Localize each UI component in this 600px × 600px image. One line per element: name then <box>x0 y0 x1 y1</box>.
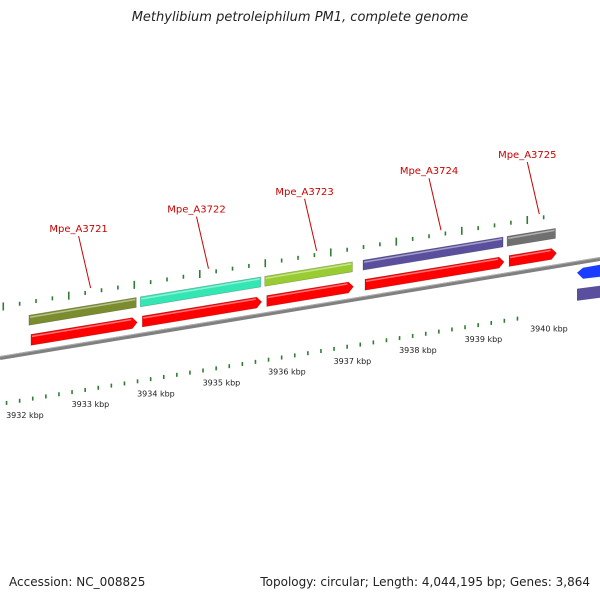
cog-block-sheen <box>363 238 503 263</box>
cds-arrow-sheen <box>509 249 551 259</box>
cds-arrow-sheen <box>365 258 499 283</box>
cog-block <box>264 261 353 287</box>
kbp-label: 3940 kbp <box>530 324 568 333</box>
gene-label-pointer <box>304 198 318 251</box>
cds-arrow <box>30 317 138 346</box>
kbp-label: 3939 kbp <box>465 335 503 344</box>
gene-label: Mpe_A3721 <box>49 224 107 235</box>
gene-label-pointer <box>526 161 540 215</box>
partial-cds-arrow <box>577 264 600 279</box>
map-title: Methylibium petroleiphilum PM1, complete… <box>131 10 469 25</box>
cds-arrow-sheen <box>31 318 132 338</box>
genome-summary-text: Topology: circular; Length: 4,044,195 bp… <box>260 575 590 589</box>
cds-track <box>30 248 557 346</box>
cds-arrow <box>141 296 263 328</box>
cog-track <box>28 227 556 326</box>
cog-block <box>28 297 137 326</box>
gene-label: Mpe_A3724 <box>400 166 458 177</box>
kbp-label: 3934 kbp <box>137 389 175 398</box>
partial-cog-block <box>577 285 600 301</box>
cds-arrow <box>266 281 354 307</box>
cog-block-sheen <box>507 229 555 240</box>
cds-arrow <box>364 256 505 291</box>
cog-block <box>139 276 262 308</box>
backbone-line <box>0 257 600 360</box>
accession-text: Accession: NC_008825 <box>9 575 146 589</box>
scale-labels: 3932 kbp 3933 kbp 3934 kbp 3935 kbp 3936 kbp… <box>6 324 568 419</box>
cds-arrow-sheen <box>143 298 256 319</box>
kbp-label: 3932 kbp <box>6 411 44 420</box>
gene-label-pointer <box>428 178 442 231</box>
kbp-label: 3936 kbp <box>268 368 306 377</box>
genome-backbone <box>0 257 600 360</box>
partial-features <box>577 264 600 301</box>
kbp-label: 3935 kbp <box>203 378 241 387</box>
kbp-label: 3938 kbp <box>399 346 437 355</box>
cog-block <box>362 236 504 271</box>
scale-tick-track <box>5 316 519 405</box>
gene-label: Mpe_A3725 <box>498 150 556 161</box>
kbp-label: 3933 kbp <box>72 400 110 409</box>
gene-label-pointer <box>196 216 209 269</box>
cds-arrow-sheen <box>267 283 348 299</box>
top-tick-track <box>2 215 545 311</box>
cog-block-sheen <box>265 263 352 280</box>
cog-block <box>506 227 556 247</box>
kbp-label: 3937 kbp <box>334 357 372 366</box>
gene-label: Mpe_A3723 <box>275 187 333 198</box>
gene-label: Mpe_A3722 <box>167 205 225 216</box>
cog-block-sheen <box>29 298 136 318</box>
cog-block-sheen <box>141 278 260 300</box>
gene-label-pointer <box>78 235 92 289</box>
cds-arrow <box>508 248 557 267</box>
gene-labels: Mpe_A3721 Mpe_A3722 Mpe_A3723 Mpe_A3724 Mpe_… <box>49 150 556 289</box>
backbone-highlight <box>0 257 600 357</box>
